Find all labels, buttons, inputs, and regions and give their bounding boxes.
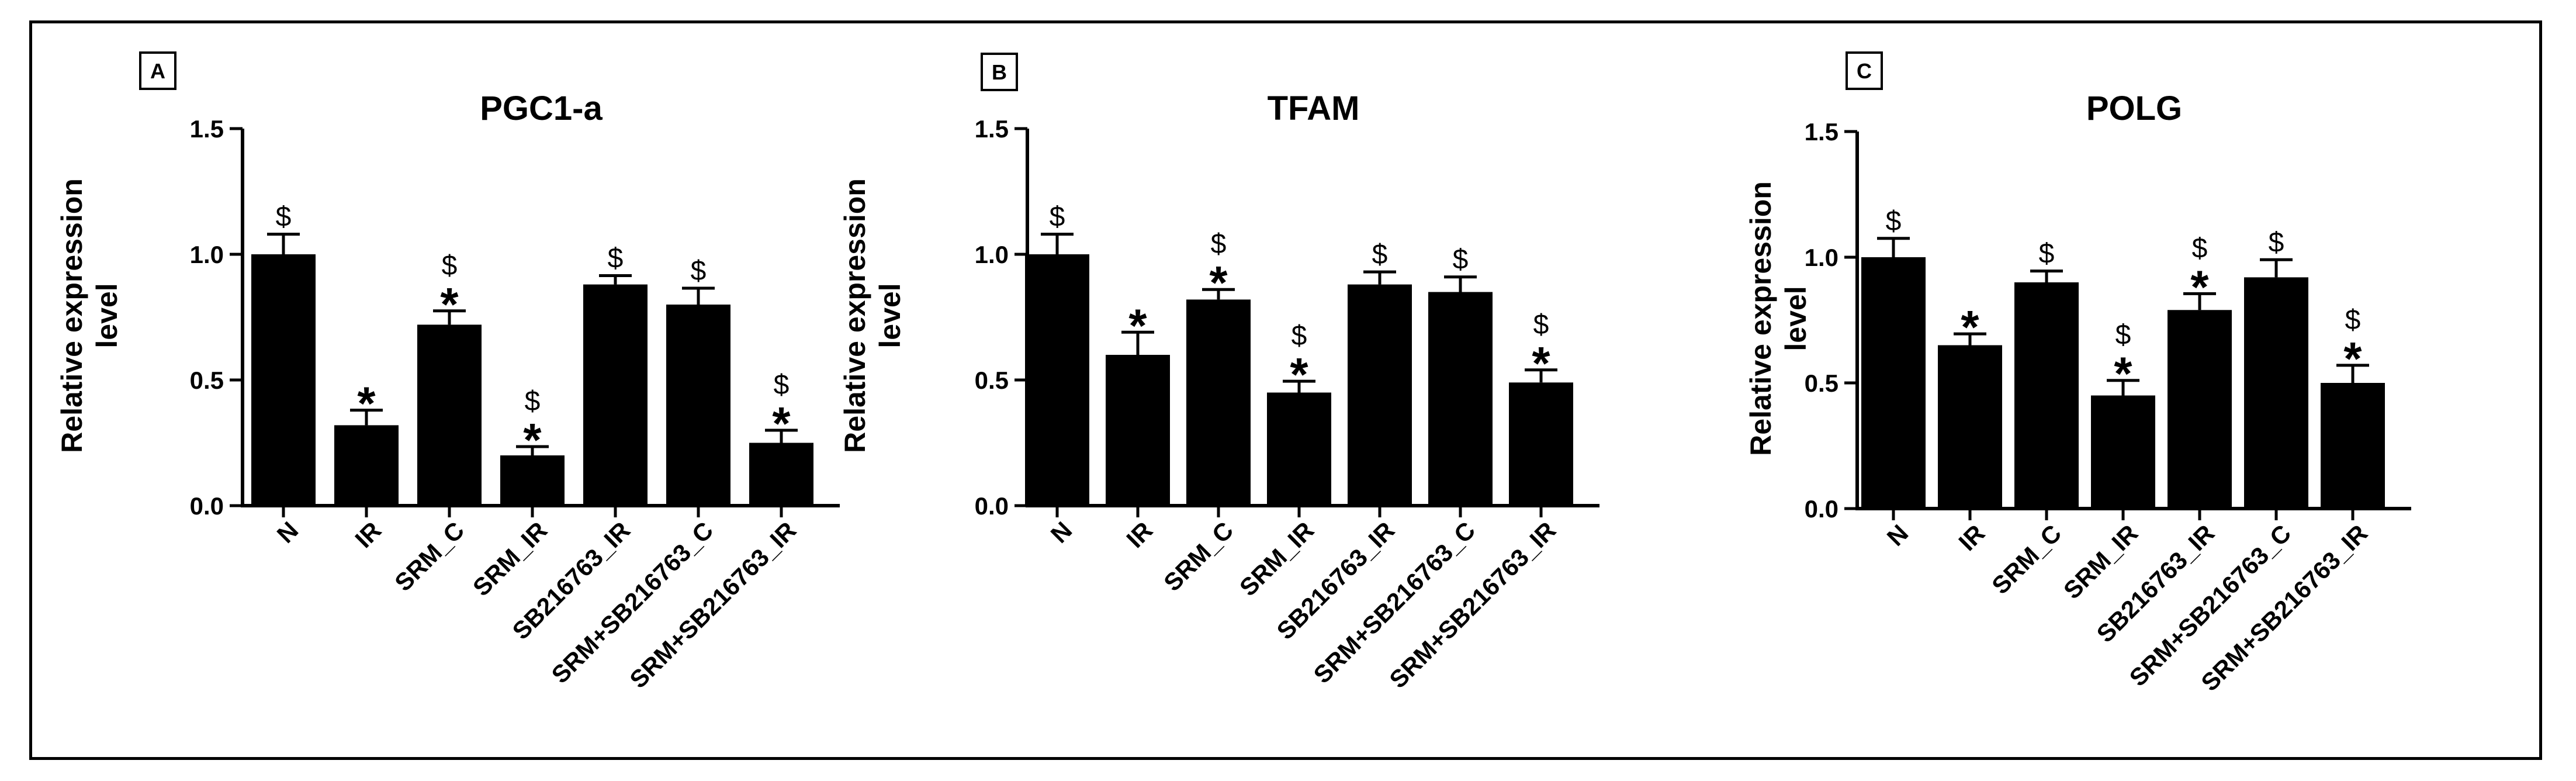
bar xyxy=(1428,292,1493,506)
significance-dollar: $ xyxy=(1211,229,1227,260)
bar xyxy=(2014,282,2079,509)
significance-star: * xyxy=(1532,337,1550,389)
y-tick-label: 0.5 xyxy=(975,367,1009,394)
x-tick-label: SRM+SB216763_C xyxy=(546,516,718,689)
significance-dollar: $ xyxy=(2269,227,2284,258)
panel-label-box xyxy=(139,51,176,90)
chart-title: TFAM xyxy=(1268,89,1360,127)
significance-dollar: $ xyxy=(2039,239,2055,269)
bar xyxy=(334,425,399,506)
y-tick-label: 1.5 xyxy=(190,115,224,143)
y-tick-label: 0.0 xyxy=(975,492,1009,520)
bar xyxy=(666,305,730,506)
significance-star: * xyxy=(1128,299,1147,351)
significance-dollar: $ xyxy=(2192,233,2208,264)
x-tick-label: N xyxy=(1045,516,1078,548)
significance-dollar: $ xyxy=(1533,309,1549,340)
x-tick-label: N xyxy=(272,516,304,548)
significance-star: * xyxy=(523,414,542,466)
x-tick-label: SRM+SB216763_IR xyxy=(624,516,801,693)
significance-dollar: $ xyxy=(691,255,707,286)
y-axis-label: Relative expression xyxy=(839,178,871,453)
bar xyxy=(1106,355,1170,506)
x-tick-label: IR xyxy=(349,516,386,553)
bar xyxy=(1186,299,1251,506)
significance-dollar: $ xyxy=(1886,206,1902,237)
bar xyxy=(417,324,482,506)
significance-star: * xyxy=(772,398,791,450)
y-tick-label: 1.5 xyxy=(975,115,1009,143)
significance-dollar: $ xyxy=(774,369,790,400)
x-tick-label: SRM_C xyxy=(1986,519,2066,599)
y-tick-label: 1.0 xyxy=(975,241,1009,268)
chart-title: PGC1-a xyxy=(480,89,603,127)
significance-star: * xyxy=(440,278,459,330)
significance-dollar: $ xyxy=(1372,239,1388,270)
y-axis-label: level xyxy=(1779,286,1812,351)
bar xyxy=(251,254,316,506)
y-axis-label: level xyxy=(91,283,123,348)
panel-label-box xyxy=(981,53,1018,91)
y-axis-label: Relative expression xyxy=(56,178,88,453)
y-axis-label: level xyxy=(874,283,906,348)
significance-star: * xyxy=(2114,348,2132,400)
significance-star: * xyxy=(2343,333,2362,385)
y-tick-label: 1.0 xyxy=(190,241,224,268)
panel-label-box xyxy=(1846,51,1883,90)
significance-dollar: $ xyxy=(2115,320,2131,351)
significance-dollar: $ xyxy=(1292,320,1307,351)
x-tick-label: SRM_C xyxy=(389,516,469,596)
x-tick-label: SRM+SB216763_C xyxy=(1308,516,1480,689)
significance-dollar: $ xyxy=(2345,305,2361,336)
y-tick-label: 0.0 xyxy=(190,492,224,520)
significance-dollar: $ xyxy=(608,243,624,274)
y-tick-label: 0.0 xyxy=(1805,495,1838,523)
bar xyxy=(1509,382,1573,506)
bar xyxy=(2244,277,2308,509)
bar xyxy=(2091,395,2155,509)
bar xyxy=(1025,254,1089,506)
y-tick-label: 1.5 xyxy=(1805,118,1838,146)
bar xyxy=(1267,392,1331,506)
x-tick-label: SRM_C xyxy=(1158,516,1238,596)
significance-star: * xyxy=(1290,348,1308,400)
bar xyxy=(2321,383,2385,509)
y-tick-label: 1.0 xyxy=(1805,244,1838,271)
significance-dollar: $ xyxy=(1050,202,1065,233)
significance-dollar: $ xyxy=(1453,244,1469,275)
bar xyxy=(500,455,565,506)
y-axis-label: Relative expression xyxy=(1744,181,1777,456)
x-tick-label: SRM_IR xyxy=(1234,516,1319,601)
bar xyxy=(1348,284,1412,506)
bar xyxy=(1938,345,2002,509)
significance-star: * xyxy=(1961,301,1979,353)
chart-title: POLG xyxy=(2086,89,2182,127)
x-tick-label: N xyxy=(1882,519,1914,551)
x-tick-label: SRM_IR xyxy=(468,516,552,601)
y-tick-label: 0.5 xyxy=(190,367,224,394)
bar xyxy=(1861,257,1926,509)
significance-star: * xyxy=(357,378,376,430)
significance-star: * xyxy=(2190,261,2209,313)
panel-label: A xyxy=(150,59,165,83)
y-tick-label: 0.5 xyxy=(1805,369,1838,397)
bar xyxy=(749,443,813,506)
significance-dollar: $ xyxy=(276,202,292,233)
significance-dollar: $ xyxy=(525,386,541,417)
significance-star: * xyxy=(1209,257,1228,309)
panel-label: B xyxy=(992,60,1007,84)
x-tick-label: IR xyxy=(1953,519,1990,556)
panel-label: C xyxy=(1857,59,1872,83)
significance-dollar: $ xyxy=(442,250,458,281)
bar xyxy=(2168,310,2232,509)
figure-border xyxy=(29,20,2542,760)
x-tick-label: IR xyxy=(1121,516,1158,553)
bar xyxy=(583,284,648,506)
